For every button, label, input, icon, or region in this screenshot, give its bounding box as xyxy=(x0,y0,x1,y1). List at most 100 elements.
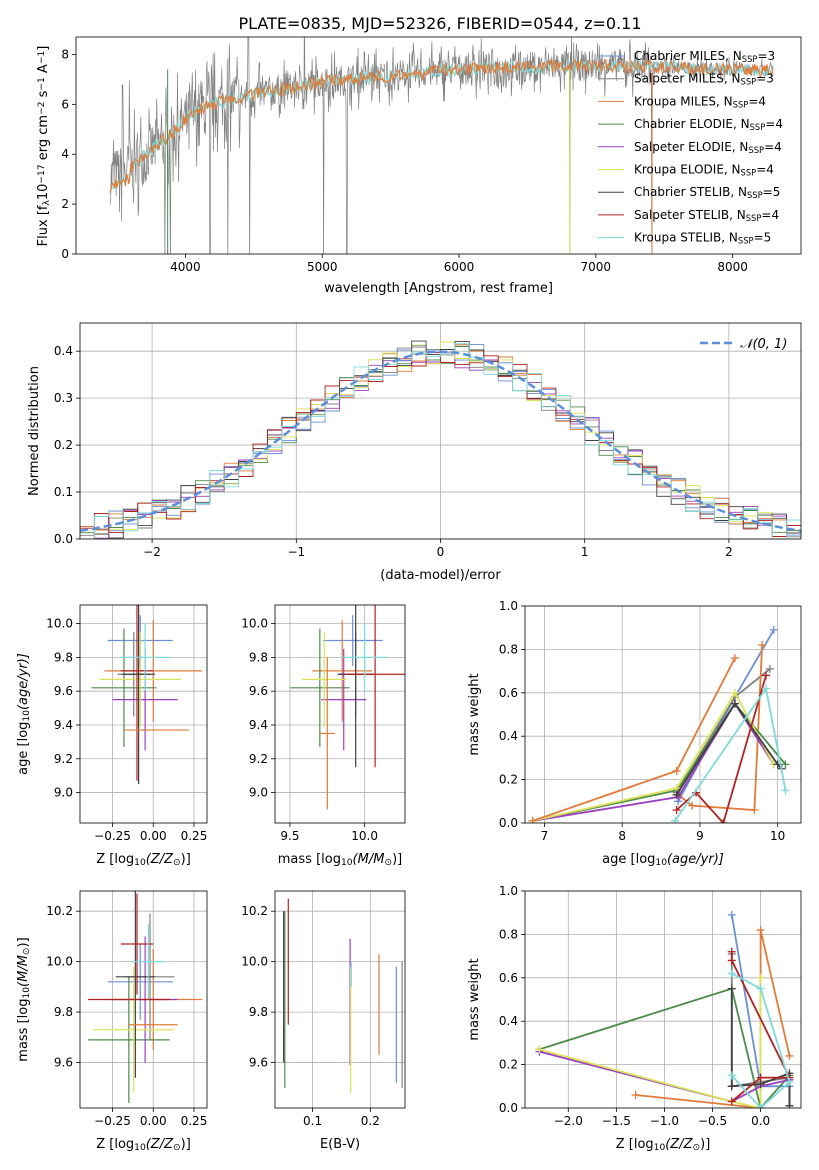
grid xyxy=(525,891,801,1108)
figure-title: PLATE=0835, MJD=52326, FIBERID=0544, z=0… xyxy=(238,14,641,33)
x-tick-label: 0.00 xyxy=(140,829,167,843)
data-spectrum-line xyxy=(109,37,774,254)
label-part: Salpeter MILES, N xyxy=(634,72,741,86)
label-part: SSP xyxy=(748,145,764,155)
label-part: erg cm xyxy=(36,115,51,164)
x-tick-label: 0 xyxy=(437,545,445,559)
label-part: =3 xyxy=(756,72,774,86)
label-part: Chabrier STELIB, N xyxy=(634,185,747,199)
label-part: Z [log xyxy=(96,852,134,867)
y-tick-label: 0.4 xyxy=(499,729,518,743)
weight-series-line xyxy=(539,987,791,1108)
y-tick-label: 0.0 xyxy=(54,532,73,546)
x-tick-label: 4000 xyxy=(170,260,201,274)
weight-series-line xyxy=(675,675,767,823)
legend-label: Salpeter MILES, NSSP=3 xyxy=(634,72,774,87)
mass-vs-metallicity-panel: −0.25 0.00 0.259.69.810.010.2Z [log10(Z/Z⊙… xyxy=(16,890,208,1153)
y-tick-label: 10.0 xyxy=(241,617,268,631)
weight-series-line xyxy=(532,702,787,822)
label-part: age [log xyxy=(602,852,655,867)
axes-frame xyxy=(75,36,802,255)
weight-point-marker xyxy=(528,816,537,823)
y-tick-label: 9.6 xyxy=(54,684,73,698)
x-tick-label: −1.5 xyxy=(602,1114,631,1128)
label-part: −2 xyxy=(37,102,47,115)
label-part: =4 xyxy=(756,163,774,177)
y-tick-label: 9.2 xyxy=(54,752,73,766)
axes-frame xyxy=(79,890,208,1109)
label-part: mass [log xyxy=(278,852,341,867)
label-part: )] xyxy=(16,937,31,947)
y-tick-label: 4 xyxy=(61,147,69,161)
grid xyxy=(275,891,405,1108)
y-tick-label: 0.8 xyxy=(499,927,518,941)
label-part: 10 xyxy=(341,858,353,868)
x-tick-label: 5000 xyxy=(307,260,338,274)
y-tick-label: 9.8 xyxy=(54,1005,73,1019)
x-tick-label: 8 xyxy=(618,829,626,843)
label-part: =5 xyxy=(754,231,772,245)
x-tick-label: −2 xyxy=(143,545,161,559)
y-tick-label: 10.2 xyxy=(46,904,73,918)
model-spectrum-line xyxy=(109,58,774,194)
label-part: 10 xyxy=(36,184,51,201)
y-tick-label: 9.0 xyxy=(54,786,73,800)
y-tick-label: 9.8 xyxy=(54,650,73,664)
label-part: (M/M xyxy=(16,955,31,987)
label-part: age [log xyxy=(16,722,31,775)
weight-series-line xyxy=(675,701,783,796)
x-tick-label: −1.0 xyxy=(650,1114,679,1128)
x-tick-label: 0.25 xyxy=(181,829,208,843)
plot-area xyxy=(80,323,801,539)
label-part: ⊙ xyxy=(22,947,32,955)
label-part: −1 xyxy=(37,77,47,90)
x-axis-label: Z [log10(Z/Z⊙)] xyxy=(616,1137,711,1153)
label-part: Salpeter ELODIE, N xyxy=(634,140,748,154)
y-tick-label: 0.6 xyxy=(499,971,518,985)
y-tick-label: 6 xyxy=(61,97,69,111)
label-part: Kroupa MILES, N xyxy=(634,94,733,108)
label-part: 10 xyxy=(134,1143,146,1153)
x-tick-label: 1 xyxy=(581,545,589,559)
label-part: 10 xyxy=(134,858,146,868)
weight-point-marker xyxy=(727,1082,736,1091)
x-tick-label: −0.5 xyxy=(698,1114,727,1128)
weight-series-line xyxy=(539,1050,790,1103)
y-tick-label: 1.0 xyxy=(499,599,518,613)
label-part: ⊙ xyxy=(693,1143,701,1153)
y-axis-label: mass weight xyxy=(467,958,482,1040)
label-part: ] xyxy=(36,46,51,51)
y-tick-label: 0.1 xyxy=(54,485,73,499)
label-part: (Z/Z xyxy=(146,1137,174,1152)
age-vs-mass-panel: 9.5 10.0 9.0 9.2 9.4 9.6 9.8 10.0 mass [log10(M/… xyxy=(241,604,406,868)
label-part: SSP xyxy=(741,168,757,178)
axes-frame xyxy=(524,605,802,824)
label-part: (Z/Z xyxy=(665,1137,693,1152)
axes-frame xyxy=(524,890,802,1109)
label-part: −17 xyxy=(37,164,47,183)
x-tick-label: 8000 xyxy=(717,260,748,274)
label-part: =4 xyxy=(765,117,783,131)
y-axis-label: mass weight xyxy=(467,673,482,755)
label-part: )] xyxy=(392,852,402,867)
x-tick-label: 9 xyxy=(696,829,704,843)
plot-area xyxy=(275,605,405,823)
weight-point-marker xyxy=(727,1097,736,1106)
weight-point-marker xyxy=(672,766,681,775)
x-tick-label: 0.00 xyxy=(140,1114,167,1128)
weight-series-line xyxy=(532,701,775,822)
weight-point-marker xyxy=(727,947,736,956)
label-part: SSP xyxy=(742,54,758,64)
y-tick-label: 0.4 xyxy=(499,1014,518,1028)
weight-point-marker xyxy=(730,654,739,663)
weight-point-marker xyxy=(756,984,765,993)
label-part: Z [log xyxy=(96,1137,134,1152)
plot-area xyxy=(525,891,801,1108)
label-part: SSP xyxy=(733,99,749,109)
axes-frame xyxy=(274,604,406,824)
weight-point-marker xyxy=(671,816,680,823)
mass-vs-ebv-panel: 0.1 0.2 9.6 9.8 10.0 10.2 E(B-V) xyxy=(241,890,406,1152)
x-tick-label: −1 xyxy=(287,545,305,559)
legend-label: Chabrier ELODIE, NSSP=4 xyxy=(634,117,783,132)
